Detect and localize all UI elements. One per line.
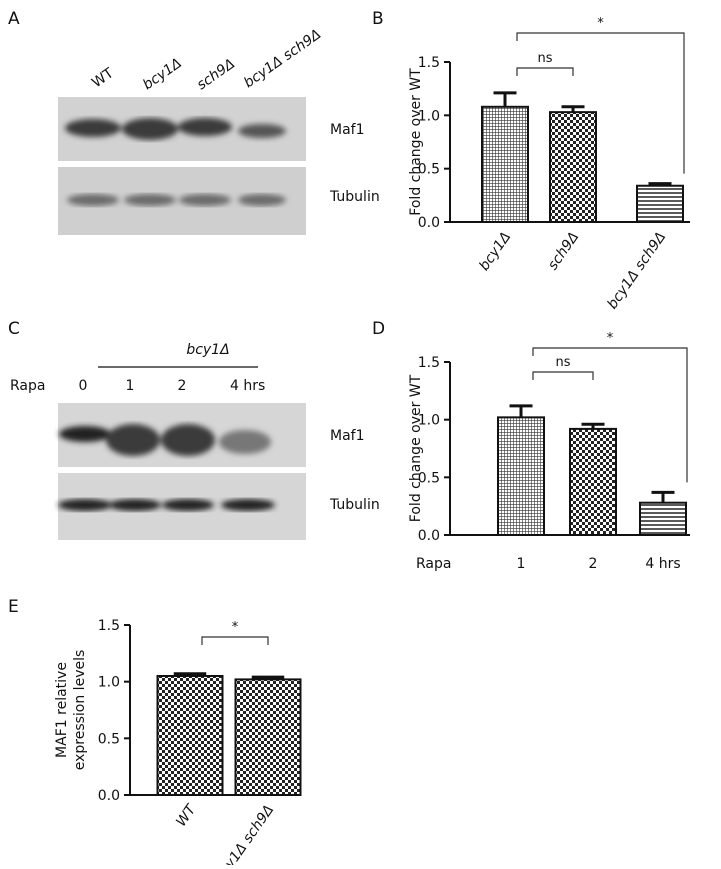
bar bbox=[234, 678, 302, 797]
significance-bracket bbox=[201, 636, 269, 645]
y-tick-label: 0.5 bbox=[418, 162, 440, 178]
significance-label: * bbox=[232, 620, 239, 635]
x-tick-label: bcy1Δ bbox=[476, 229, 514, 274]
y-tick-label: 0.5 bbox=[98, 731, 120, 747]
error-bar bbox=[561, 105, 585, 113]
error-bar bbox=[651, 490, 675, 503]
x-tick-label: bcy1Δ sch9Δ bbox=[604, 229, 669, 312]
lane-label: bcy1Δ bbox=[140, 55, 185, 93]
y-tick-label: 1.0 bbox=[418, 108, 440, 124]
bar bbox=[481, 105, 529, 223]
strain-label: bcy1Δ bbox=[186, 342, 229, 358]
y-tick-label: 0.0 bbox=[418, 215, 440, 231]
error-bar bbox=[648, 182, 672, 186]
y-tick-label: 0.0 bbox=[98, 788, 120, 804]
y-axis-label: Fold change over WT bbox=[408, 374, 424, 522]
significance-label: * bbox=[597, 16, 604, 31]
panel-letter: C bbox=[8, 319, 20, 339]
error-bar bbox=[173, 672, 207, 676]
band-label: Maf1 bbox=[330, 122, 365, 138]
lane-label: bcy1Δ sch9Δ bbox=[241, 26, 324, 91]
significance-bracket bbox=[532, 371, 594, 380]
band-label: Tubulin bbox=[329, 189, 380, 205]
blot-image bbox=[58, 97, 306, 235]
x-tick-label: bcy1Δ sch9Δ bbox=[212, 802, 277, 865]
band-label: Maf1 bbox=[330, 428, 365, 444]
band-label: Tubulin bbox=[329, 497, 380, 513]
y-tick-label: 0.0 bbox=[418, 528, 440, 544]
panel-letter: B bbox=[372, 9, 384, 29]
significance-bracket bbox=[516, 67, 574, 76]
lane-label: WT bbox=[89, 65, 117, 91]
significance-bracket bbox=[516, 32, 685, 174]
x-tick-label: WT bbox=[173, 801, 200, 830]
significance-bracket bbox=[532, 347, 688, 483]
y-tick-label: 0.5 bbox=[418, 470, 440, 486]
lane-label: 4 hrs bbox=[230, 378, 265, 394]
treatment-label: Rapa bbox=[10, 378, 45, 394]
y-tick-label: 1.5 bbox=[98, 618, 120, 634]
lane-label: 2 bbox=[178, 378, 187, 394]
bar bbox=[639, 501, 687, 536]
error-bar bbox=[493, 91, 517, 107]
error-bar bbox=[251, 675, 285, 680]
error-bar bbox=[509, 404, 533, 418]
x-tick-label: sch9Δ bbox=[545, 229, 582, 273]
y-tick-label: 1.5 bbox=[418, 355, 440, 371]
bar bbox=[156, 675, 224, 796]
lane-label: sch9Δ bbox=[194, 56, 238, 93]
y-axis-label: MAF1 relative bbox=[54, 662, 70, 758]
error-bar bbox=[581, 422, 605, 429]
y-tick-label: 1.0 bbox=[98, 675, 120, 691]
significance-label: * bbox=[607, 331, 614, 346]
x-axis-label: Rapa bbox=[416, 556, 451, 572]
blot-image bbox=[58, 403, 306, 540]
bar bbox=[549, 111, 597, 223]
x-tick-label: 2 bbox=[589, 556, 598, 572]
y-axis-label: Fold change over WT bbox=[408, 68, 424, 216]
bar bbox=[569, 427, 617, 537]
panel-letter: A bbox=[8, 9, 20, 29]
significance-label: ns bbox=[555, 355, 570, 370]
x-tick-label: 4 hrs bbox=[645, 556, 680, 572]
panel-letter: E bbox=[8, 597, 19, 617]
y-axis-label: expression levels bbox=[72, 650, 88, 771]
panel-letter: D bbox=[372, 319, 385, 339]
lane-label: 1 bbox=[126, 378, 135, 394]
bar bbox=[636, 184, 684, 224]
x-tick-label: 1 bbox=[517, 556, 526, 572]
lane-label: 0 bbox=[79, 378, 88, 394]
significance-label: ns bbox=[537, 51, 552, 66]
y-tick-label: 1.5 bbox=[418, 55, 440, 71]
bar bbox=[497, 416, 545, 536]
y-tick-label: 1.0 bbox=[418, 413, 440, 429]
